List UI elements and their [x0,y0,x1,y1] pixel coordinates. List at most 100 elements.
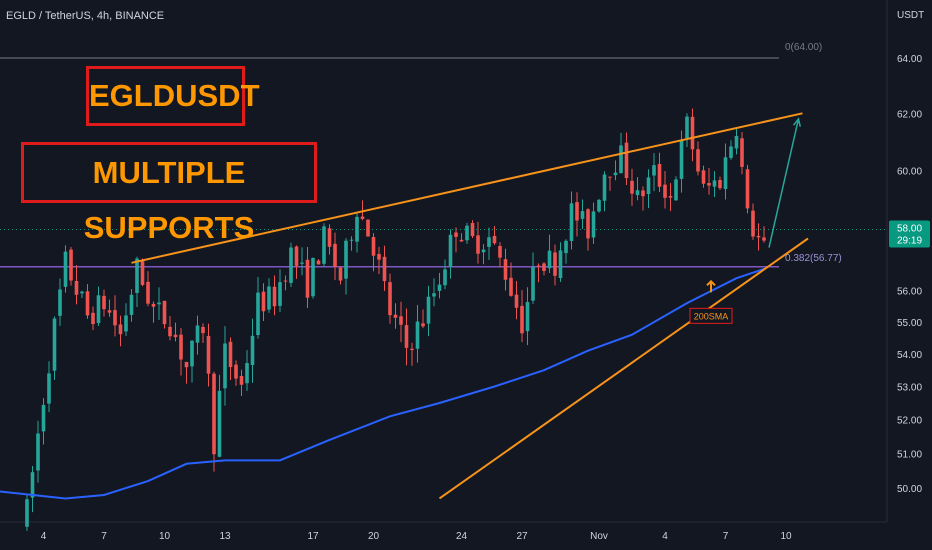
price-tick-label: 60.00 [897,166,922,177]
candle-body [454,232,458,237]
candle-body [47,373,51,404]
candle-body [679,140,684,179]
candle-body [58,289,62,316]
candle-body [168,326,172,337]
candle-body [344,240,348,279]
candle-body [179,334,183,360]
candle-body [300,262,304,264]
candle-body [333,243,337,268]
price-tick-label: 53.00 [897,383,922,394]
time-tick-label: 10 [780,531,792,542]
candle-body [663,184,667,198]
candle-body [382,256,387,282]
price-tick-label: 56.00 [897,287,922,298]
price-tick-label: 54.00 [897,350,922,361]
candle-body [184,361,189,368]
candle-body [366,219,370,237]
candle-body [465,225,469,241]
candle-body [41,404,46,432]
candle-body [740,138,744,167]
candle-body [69,249,73,281]
sma-pointer-arrowhead [706,279,716,286]
time-tick-label: 10 [159,531,171,542]
candle-body [234,364,238,379]
time-tick-label: 20 [368,531,380,542]
time-tick-label: 27 [516,531,528,542]
candle-body [173,334,178,338]
candle-body [712,180,717,187]
candle-body [140,261,145,285]
candle-body [30,472,35,498]
candle-body [707,183,711,186]
subtitle-label: MULTIPLE SUPPORTS [21,142,317,245]
time-tick-label: 4 [662,531,668,542]
candle-body [52,318,57,371]
candle-body [338,267,343,281]
candle-body [762,237,766,241]
candle-body [547,250,552,269]
candle-body [520,305,524,334]
candle-body [492,235,497,244]
candle-body [388,282,392,316]
candle-body [157,302,161,305]
candle-body [729,146,733,158]
candle-body [514,294,519,308]
candle-body [36,433,40,471]
candle-body [575,202,579,221]
candle-body [635,190,640,196]
time-tick-label: Nov [590,531,608,542]
candle-body [283,280,288,282]
candle-body [542,263,546,271]
candle-body [195,325,200,343]
sma-200-line [0,268,765,500]
candle-body [668,195,673,198]
candle-body [118,324,123,335]
currency-label: USDT [897,10,924,21]
projection-arrowhead [792,117,802,127]
candle-body [190,340,194,367]
candle-body [113,310,117,326]
candle-body [206,335,211,374]
candle-body [602,174,607,201]
candle-body [311,257,315,297]
candle-body [327,228,332,247]
candle-body [756,235,761,238]
candle-body [723,157,728,190]
candle-body [685,116,689,139]
candle-body [272,286,277,307]
time-tick-label: 4 [41,531,47,542]
price-tick-label: 55.00 [897,318,922,329]
candle-body [564,240,568,254]
candle-body [239,376,244,385]
candle-body [498,245,502,258]
candle-body [597,199,601,212]
candle-body [641,190,645,197]
candle-body [531,266,535,301]
candle-body [696,149,700,172]
candle-body [432,293,436,297]
sma-label: 200SMA [694,311,729,321]
time-tick-label: 17 [307,531,319,542]
candle-body [399,316,403,325]
candle-body [410,348,414,351]
candle-body [151,303,156,307]
candle-body [124,315,128,332]
candle-body [294,246,299,266]
candle-body [74,280,79,295]
candle-body [228,341,233,368]
candle-body [289,247,293,283]
candle-body [102,295,106,310]
candle-body [690,116,695,150]
candle-body [734,135,739,149]
price-tick-label: 50.00 [897,484,922,495]
candle-body [25,499,29,527]
candle-body [481,249,486,253]
price-tick-label: 62.00 [897,109,922,120]
candle-body [146,281,150,304]
projection-arrow-line [768,118,800,248]
candle-body [267,286,271,310]
candle-body [217,390,222,457]
candle-body [349,239,354,241]
candle-body [377,254,381,260]
candle-body [305,259,310,298]
